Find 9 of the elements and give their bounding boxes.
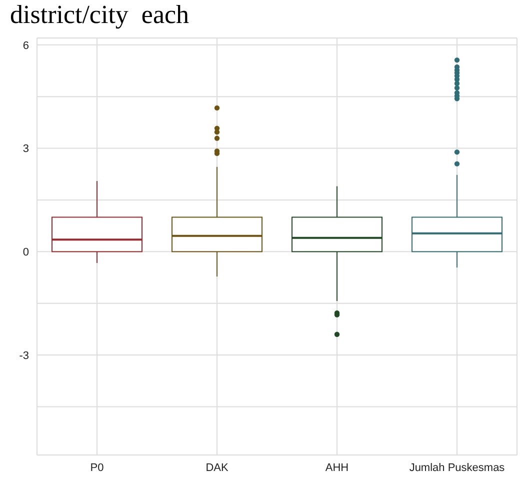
y-tick-label: 0 bbox=[22, 246, 29, 259]
x-tick-label: AHH bbox=[325, 462, 349, 474]
x-tick-label: P0 bbox=[90, 462, 104, 474]
y-tick-label: 6 bbox=[22, 40, 29, 52]
x-tick-label: Jumlah Puskesmas bbox=[409, 462, 506, 474]
y-tick-label: 3 bbox=[22, 143, 29, 156]
y-tick-label: -3 bbox=[19, 350, 29, 362]
x-tick-label: DAK bbox=[206, 462, 229, 474]
chart-title: district/city each bbox=[9, 0, 190, 31]
